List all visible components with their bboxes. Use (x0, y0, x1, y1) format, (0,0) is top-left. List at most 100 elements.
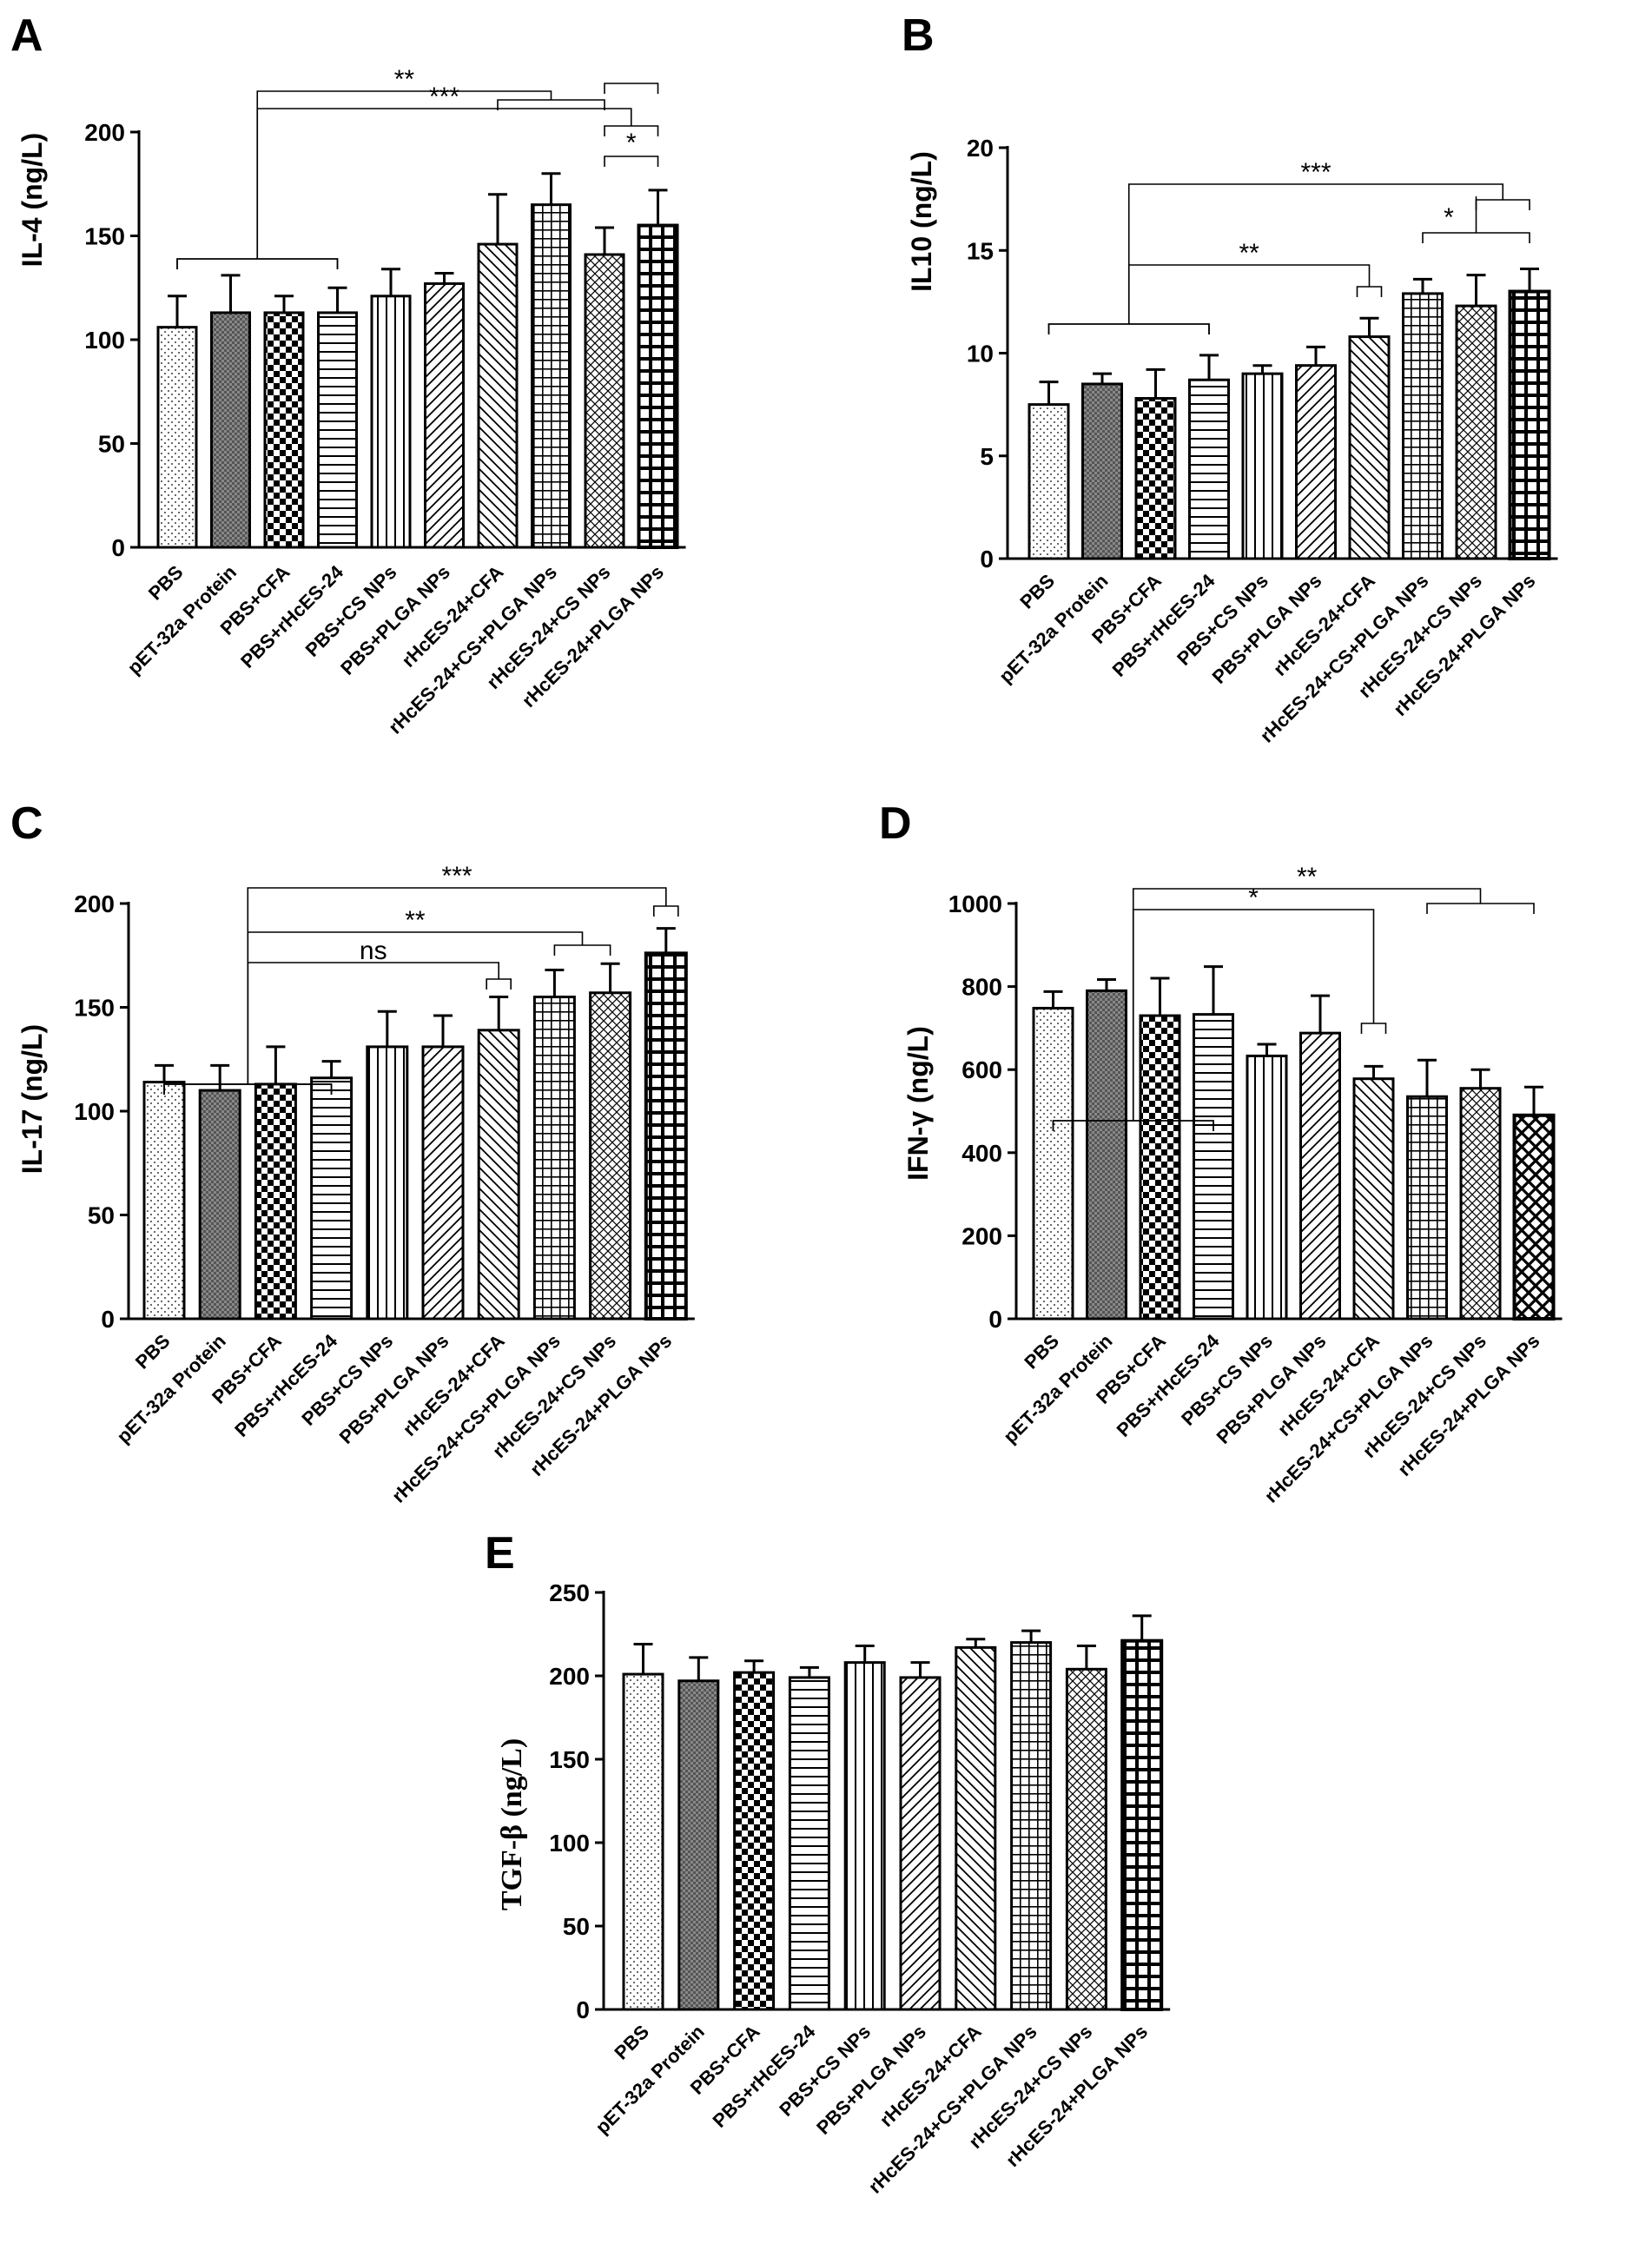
y-tick-label: 150 (84, 223, 125, 250)
bar (254, 1082, 297, 1321)
bar (589, 991, 632, 1321)
bar (584, 253, 625, 549)
y-tick-label: 200 (961, 1222, 1002, 1249)
bar (421, 1045, 465, 1321)
bar (637, 223, 679, 549)
panel-letter: D (879, 798, 912, 849)
bar (1402, 292, 1444, 560)
y-tick-label: 0 (576, 1996, 590, 2023)
bar (1246, 1054, 1288, 1321)
y-tick-label: 0 (101, 1306, 115, 1333)
bar (1352, 1077, 1395, 1321)
y-tick-label: 0 (988, 1306, 1002, 1333)
y-axis-label: IL-17 (ng/L) (17, 1024, 48, 1174)
bar (1512, 1113, 1556, 1321)
category-label: rHcES-24+CFA (399, 1330, 509, 1440)
bar (1139, 1014, 1181, 1321)
bar (1459, 1087, 1502, 1321)
category-label: PBS (1015, 570, 1059, 613)
significance-bracket: ns (163, 937, 512, 1095)
significance-label: ** (1239, 239, 1259, 268)
y-tick-label: 0 (980, 546, 994, 573)
significance-label: *** (1300, 158, 1331, 187)
bar (1299, 1031, 1341, 1321)
bar (1455, 304, 1497, 560)
bar (198, 1089, 241, 1321)
bar (1188, 378, 1230, 560)
panel-letter: A (10, 10, 43, 61)
significance-label: * (626, 129, 637, 157)
category-label: PBS (131, 1330, 175, 1374)
y-tick-label: 50 (88, 1202, 115, 1229)
bar (424, 281, 465, 549)
bar (1120, 1638, 1164, 2012)
bar (899, 1676, 942, 2011)
y-tick-label: 100 (74, 1098, 115, 1125)
bar (843, 1661, 886, 2011)
bar (1010, 1641, 1053, 2011)
bar (677, 1679, 720, 2011)
y-tick-label: 15 (967, 237, 994, 264)
y-tick-label: 50 (98, 431, 125, 458)
y-tick-label: 600 (961, 1056, 1002, 1083)
bar (1348, 335, 1391, 560)
significance-label: *** (429, 83, 459, 111)
y-tick-label: 100 (549, 1830, 590, 1857)
y-axis-label: IL10 (ng/L) (906, 151, 937, 292)
y-tick-label: 1000 (948, 890, 1002, 917)
y-tick-label: 100 (84, 327, 125, 354)
bar (142, 1081, 186, 1321)
y-tick-label: 50 (563, 1913, 590, 1940)
y-tick-label: 10 (967, 341, 994, 367)
significance-label: *** (442, 862, 472, 890)
bar (156, 326, 198, 549)
y-tick-label: 800 (961, 974, 1002, 1001)
y-tick-label: 400 (961, 1140, 1002, 1167)
significance-label: ** (394, 65, 415, 94)
bar (733, 1671, 776, 2011)
category-label: PBS (1020, 1330, 1063, 1374)
bar (1193, 1013, 1234, 1321)
y-tick-label: 150 (549, 1746, 590, 1773)
bar (955, 1645, 997, 2011)
y-tick-label: 200 (84, 119, 125, 146)
bar (1508, 289, 1551, 560)
y-tick-label: 150 (74, 995, 115, 1022)
bar (477, 1029, 520, 1321)
significance-bracket: * (1052, 884, 1387, 1131)
category-label: PBS (144, 561, 188, 605)
bar (1081, 382, 1123, 560)
significance-bracket: * (604, 83, 659, 167)
significance-bracket: ** (176, 65, 605, 269)
y-tick-label: 5 (980, 443, 994, 470)
significance-bracket: * (1422, 196, 1530, 243)
bar (532, 996, 576, 1321)
bar (263, 311, 305, 549)
bar (1406, 1095, 1448, 1321)
significance-label: ns (360, 937, 387, 965)
significance-label: * (1444, 203, 1454, 232)
bar (1134, 397, 1177, 560)
y-tick-label: 200 (74, 890, 115, 917)
y-tick-label: 0 (111, 534, 125, 561)
bar (366, 1045, 409, 1321)
bar (370, 295, 412, 549)
bar (310, 1076, 354, 1321)
y-tick-label: 20 (967, 135, 994, 162)
y-axis-label: IL-4 (ng/L) (17, 133, 48, 268)
significance-bracket: ** (1047, 239, 1383, 334)
bar (210, 311, 251, 549)
significance-label: ** (1297, 863, 1318, 891)
significance-label: ** (405, 906, 426, 935)
panel-letter: B (902, 10, 935, 61)
bar (531, 203, 572, 549)
bar (1028, 403, 1070, 560)
bar (788, 1676, 830, 2011)
bar (317, 311, 358, 549)
bar (1032, 1006, 1074, 1321)
